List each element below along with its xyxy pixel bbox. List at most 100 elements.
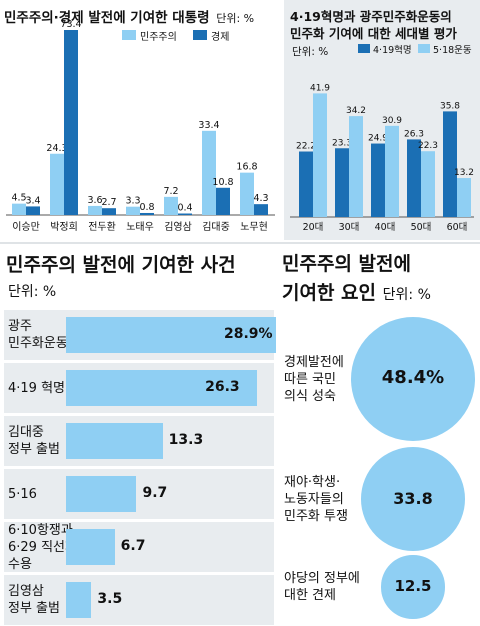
- chart1-bar: [12, 203, 26, 215]
- chart3-row-label-line: 수용: [8, 556, 32, 572]
- chart2-bar: [371, 143, 385, 217]
- chart2-title-line2: 민주화 기여에 대한 세대별 평가: [290, 26, 457, 41]
- chart3-row-label-line: 6·10항쟁과: [8, 522, 73, 538]
- chart1-legend-swatch-economy: [193, 30, 207, 40]
- chart2-bar: [313, 93, 327, 217]
- chart3-row-background: [4, 469, 274, 519]
- chart2-value-label: 24.9: [368, 134, 388, 144]
- chart2-value-label: 35.8: [440, 101, 460, 111]
- chart4-bubble-label-line: 따른 국민: [284, 371, 336, 387]
- chart2-legend-label-518: 5·18운동: [433, 45, 472, 56]
- chart1-bar: [178, 213, 192, 215]
- chart3-value-label: 28.9%: [224, 326, 273, 342]
- chart4-bubble-label-line: 대한 견제: [284, 588, 336, 603]
- chart3-value-label: 26.3: [205, 379, 240, 395]
- chart3-bar: [66, 529, 115, 565]
- chart1-bar: [140, 212, 154, 215]
- chart3-row-label-line: 6·29 직선제: [8, 539, 77, 555]
- chart1-bar: [216, 187, 230, 215]
- chart4-title-line2-text: 기여한 요인: [282, 282, 377, 304]
- chart2-title: 4·19혁명과 광주민주화운동의 민주화 기여에 대한 세대별 평가: [290, 8, 457, 42]
- chart2-bar: [457, 178, 471, 217]
- chart2-category-label: 60대: [447, 222, 468, 233]
- chart3-row-background: [4, 522, 274, 572]
- chart2-category-label: 30대: [339, 222, 360, 233]
- chart1-value-label: 0.4: [177, 203, 192, 214]
- chart2-value-label: 22.3: [418, 141, 438, 151]
- chart4-value-label: 33.8: [393, 488, 433, 508]
- chart1-value-label: 73.4: [60, 19, 81, 30]
- chart2-plot: 22.2 41.9 20대 23.3 34.2 30대 24.9 30.9 40대 26.3 22.…: [290, 83, 474, 233]
- chart1-value-label: 16.8: [236, 162, 257, 173]
- chart3-row-label-line: 5·16: [8, 486, 37, 502]
- chart1-bar: [240, 172, 254, 215]
- chart3-row-label-line: 김대중: [8, 425, 44, 440]
- chart2-value-label: 34.2: [346, 106, 366, 116]
- chart3-value-label: 9.7: [142, 485, 168, 501]
- chart3-row-label-line: 정부 출범: [8, 442, 60, 457]
- chart3-row-label-line: 4·19 혁명: [8, 380, 65, 396]
- chart4-title-line2: 기여한 요인 단위: %: [282, 279, 431, 310]
- chart1-category-label: 김영삼: [164, 221, 192, 233]
- chart4-bubble: [361, 447, 465, 551]
- chart3-row-label-line: 김영삼: [8, 584, 44, 599]
- chart1-bar: [64, 30, 78, 215]
- chart1-value-label: 3.6: [87, 195, 102, 206]
- chart3-row-label: 4·19 혁명: [8, 380, 65, 397]
- chart3-row-label-line: 민주화운동: [8, 336, 68, 351]
- chart2-value-label: 30.9: [382, 116, 402, 126]
- chart1-legend-swatch-democracy: [122, 30, 136, 40]
- chart1-category-label: 이승만: [12, 221, 40, 233]
- chart3-row-label: 5·16: [8, 486, 37, 503]
- chart1-category-label: 노무현: [240, 221, 268, 233]
- chart1-category-label: 박정희: [50, 221, 78, 233]
- chart2-unit: 단위: %: [292, 46, 329, 58]
- chart2-category-label: 20대: [303, 222, 324, 233]
- chart3-row-label-line: 정부 출범: [8, 601, 60, 616]
- chart4-title: 민주주의 발전에 기여한 요인 단위: %: [282, 250, 431, 310]
- chart4-bubble-label-line: 야당의 정부에: [284, 571, 360, 586]
- chart3-row-label: 6·10항쟁과 6·29 직선제 수용: [8, 522, 77, 573]
- chart1-category-label: 김대중: [202, 221, 230, 233]
- chart3-bar: [66, 370, 258, 406]
- chart3-title: 민주주의 발전에 기여한 사건: [6, 254, 236, 276]
- chart1-value-label: 24.3: [46, 143, 67, 154]
- chart2-bar: [421, 151, 435, 217]
- chart1-value-label: 4.3: [253, 193, 268, 204]
- chart1-bar: [26, 206, 40, 215]
- chart3-unit: 단위: %: [8, 284, 57, 300]
- chart1-category-label: 노태우: [126, 221, 154, 233]
- chart1-value-label: 3.3: [125, 196, 140, 207]
- chart1-bar: [164, 196, 178, 215]
- chart3-bar: [66, 476, 137, 512]
- chart4-unit: 단위: %: [382, 287, 431, 303]
- chart4-bubble-label: 재야·학생· 노동자들의 민주화 투쟁: [284, 474, 348, 525]
- chart1-value-label: 4.5: [11, 193, 26, 204]
- chart2-bar: [335, 148, 349, 217]
- chart1-value-label: 3.4: [25, 195, 40, 206]
- chart2-category-label: 50대: [411, 222, 432, 233]
- chart1-bar: [102, 208, 116, 215]
- chart1-bar: [88, 205, 102, 215]
- chart3-row-background: [4, 575, 274, 625]
- chart2-value-label: 41.9: [310, 83, 330, 93]
- chart1-unit: 단위: %: [216, 12, 255, 25]
- chart1-value-label: 10.8: [212, 177, 233, 188]
- chart2-title-line1: 4·19혁명과 광주민주화운동의: [290, 9, 452, 24]
- chart1-bar: [202, 130, 216, 215]
- chart3-bar: [66, 317, 276, 353]
- chart4-bubble-label-line: 민주화 투쟁: [284, 508, 348, 524]
- chart1-legend-label-democracy: 민주주의: [140, 32, 177, 43]
- chart1-bar: [50, 153, 64, 215]
- chart2-category-label: 40대: [375, 222, 396, 233]
- chart4-value-label: 12.5: [394, 577, 432, 596]
- chart4-bubble-label: 경제발전에 따른 국민 의식 성숙: [284, 354, 344, 405]
- chart2-value-label: 23.3: [332, 138, 352, 148]
- chart3-value-label: 13.3: [168, 432, 204, 448]
- chart3-row-label-line: 광주: [8, 319, 32, 334]
- chart1-plot: 4.53.4 이승만 24.3 73.4 박정희 3.62.7 전두환 3.30.8 노태우 7.…: [6, 19, 275, 233]
